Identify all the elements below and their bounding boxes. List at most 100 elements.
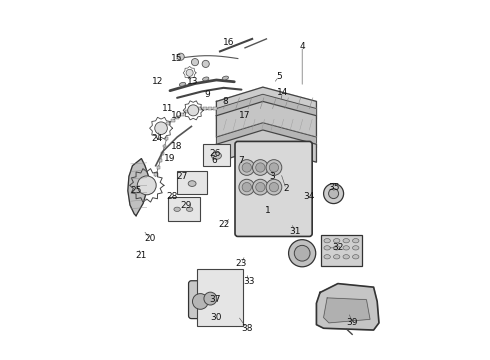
Text: 16: 16	[223, 38, 235, 47]
Ellipse shape	[188, 181, 196, 186]
Ellipse shape	[352, 239, 359, 243]
Polygon shape	[128, 158, 148, 216]
Text: 3: 3	[269, 172, 275, 181]
Circle shape	[202, 60, 209, 67]
Ellipse shape	[352, 246, 359, 250]
Text: 22: 22	[218, 220, 229, 229]
Ellipse shape	[202, 77, 209, 81]
Text: 11: 11	[163, 104, 174, 113]
Circle shape	[242, 163, 251, 172]
Polygon shape	[217, 94, 317, 119]
Bar	[203, 144, 230, 166]
Text: 26: 26	[209, 149, 221, 158]
Bar	[171, 119, 174, 122]
Ellipse shape	[334, 246, 340, 250]
Text: 5: 5	[276, 72, 282, 81]
Bar	[180, 113, 184, 116]
Ellipse shape	[324, 246, 330, 250]
Ellipse shape	[352, 255, 359, 259]
Circle shape	[188, 105, 199, 116]
Text: 2: 2	[283, 184, 289, 193]
Bar	[167, 122, 170, 125]
FancyBboxPatch shape	[189, 281, 221, 319]
Ellipse shape	[179, 82, 186, 86]
Circle shape	[256, 163, 265, 172]
Circle shape	[192, 59, 198, 66]
Circle shape	[270, 183, 279, 192]
Text: 8: 8	[222, 97, 228, 106]
Ellipse shape	[324, 239, 330, 243]
Polygon shape	[217, 123, 317, 148]
Text: 12: 12	[152, 77, 163, 86]
Bar	[208, 107, 212, 110]
Text: 7: 7	[239, 156, 245, 165]
Bar	[161, 152, 164, 155]
Circle shape	[137, 176, 156, 195]
Circle shape	[177, 53, 184, 60]
Bar	[159, 159, 162, 162]
Ellipse shape	[334, 255, 340, 259]
Circle shape	[186, 69, 193, 76]
Text: 39: 39	[346, 318, 358, 327]
Text: 13: 13	[188, 77, 199, 86]
Polygon shape	[317, 284, 379, 330]
Circle shape	[252, 159, 268, 175]
Circle shape	[239, 179, 255, 195]
Text: 30: 30	[211, 313, 222, 322]
Ellipse shape	[186, 207, 193, 211]
Text: 6: 6	[212, 156, 218, 165]
Ellipse shape	[222, 76, 228, 80]
Text: 35: 35	[329, 183, 340, 192]
Bar	[156, 166, 160, 169]
Bar	[177, 171, 207, 194]
Text: 20: 20	[145, 234, 156, 243]
Text: 31: 31	[289, 227, 301, 236]
Circle shape	[242, 183, 251, 192]
Circle shape	[193, 294, 208, 309]
Text: 27: 27	[177, 172, 188, 181]
Ellipse shape	[343, 246, 349, 250]
Text: 34: 34	[304, 192, 315, 201]
Bar	[163, 145, 166, 148]
Circle shape	[289, 240, 316, 267]
Ellipse shape	[343, 255, 349, 259]
Ellipse shape	[211, 152, 221, 159]
Text: 10: 10	[172, 111, 183, 120]
Circle shape	[155, 122, 168, 135]
Text: 29: 29	[180, 201, 192, 210]
Text: 33: 33	[243, 277, 254, 286]
Bar	[198, 107, 201, 110]
Text: 17: 17	[239, 111, 251, 120]
Ellipse shape	[324, 255, 330, 259]
Text: 32: 32	[332, 243, 343, 252]
Circle shape	[294, 246, 310, 261]
Text: 25: 25	[130, 186, 142, 195]
Text: 24: 24	[152, 134, 163, 143]
Text: 4: 4	[299, 41, 305, 50]
Text: 21: 21	[136, 251, 147, 260]
Bar	[213, 107, 217, 110]
FancyBboxPatch shape	[321, 235, 362, 266]
Circle shape	[266, 179, 282, 195]
Text: 38: 38	[241, 324, 252, 333]
Circle shape	[266, 159, 282, 175]
Text: 9: 9	[205, 90, 210, 99]
Bar	[154, 173, 158, 176]
Circle shape	[256, 183, 265, 192]
Bar	[203, 107, 207, 110]
Bar	[185, 110, 189, 113]
Polygon shape	[217, 87, 317, 116]
Polygon shape	[217, 102, 317, 137]
Text: 15: 15	[172, 54, 183, 63]
Text: 19: 19	[164, 154, 176, 163]
Circle shape	[329, 189, 339, 199]
Text: 23: 23	[236, 260, 247, 269]
Bar	[197, 269, 243, 326]
Text: 18: 18	[172, 141, 183, 150]
Circle shape	[204, 292, 217, 305]
Text: 1: 1	[266, 206, 271, 215]
Bar	[168, 197, 200, 221]
Ellipse shape	[343, 239, 349, 243]
Circle shape	[239, 159, 255, 175]
Ellipse shape	[174, 207, 180, 211]
